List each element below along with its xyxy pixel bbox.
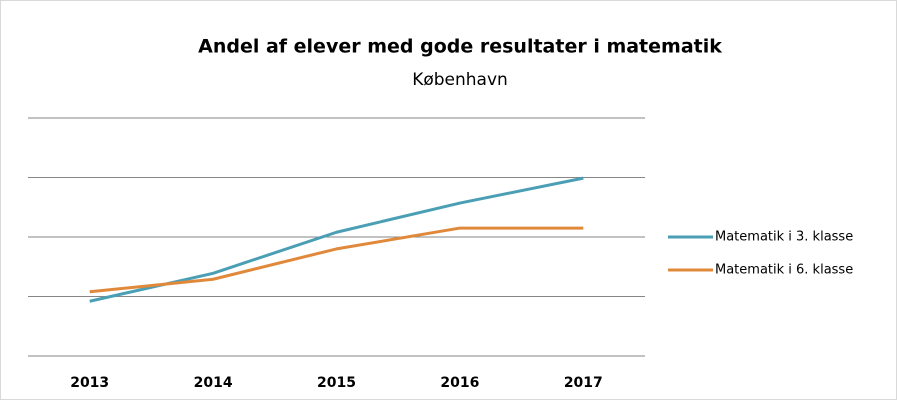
chart-title: Andel af elever med gode resultater i ma… <box>198 36 722 58</box>
x-tick-label: 2014 <box>194 375 233 391</box>
legend-label: Matematik i 3. klasse <box>715 230 853 245</box>
series-line <box>89 226 584 294</box>
x-tick-label: 2013 <box>70 375 109 391</box>
x-tick-label: 2017 <box>564 375 603 391</box>
legend-label: Matematik i 6. klasse <box>715 263 853 278</box>
x-tick-label: 2016 <box>440 375 479 391</box>
chart-subtitle: København <box>412 70 508 90</box>
x-tick-label: 2015 <box>317 375 356 391</box>
